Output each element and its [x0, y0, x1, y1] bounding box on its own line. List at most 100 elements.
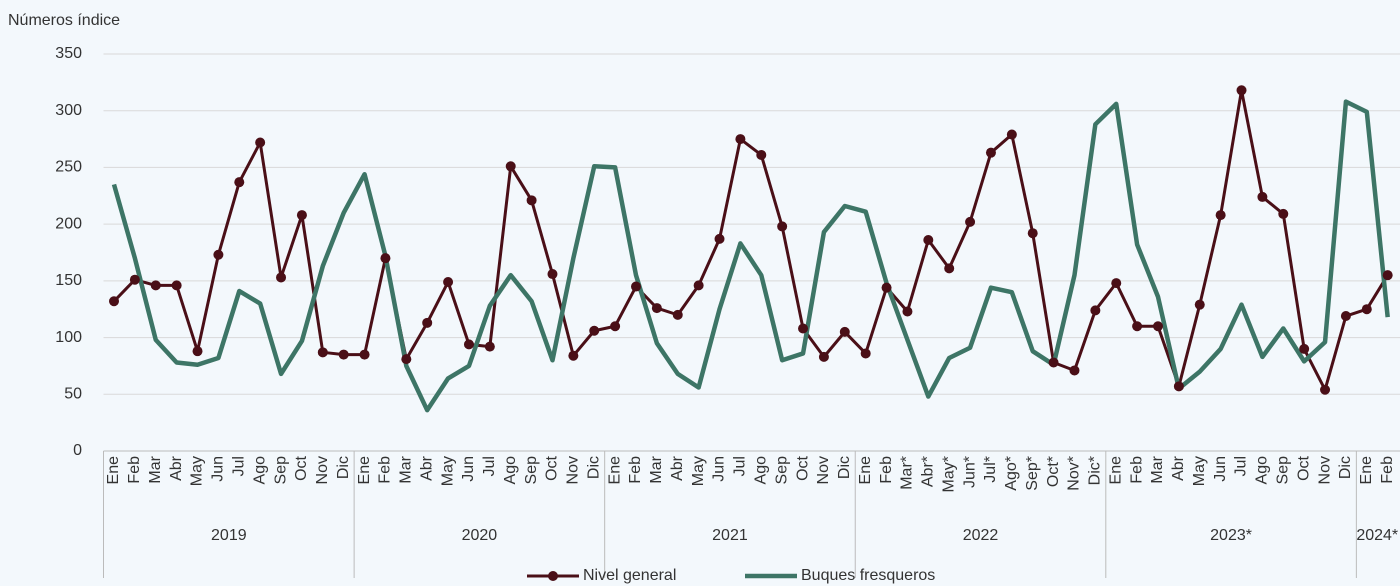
y-tick-label: 350 [55, 45, 82, 62]
data-point [1194, 299, 1205, 310]
x-tick-label: Oct [293, 455, 310, 480]
x-tick-label: Mar [1149, 455, 1166, 483]
x-tick-label: Feb [627, 456, 644, 484]
series-line [112, 88, 1389, 392]
y-tick-label: 50 [64, 386, 82, 403]
data-point [129, 274, 140, 285]
x-tick-label: Ene [105, 456, 122, 485]
group-label: 2021 [712, 527, 748, 544]
x-tick-label: Abr [418, 455, 435, 481]
data-point [1382, 270, 1393, 281]
x-tick-label: Jul [481, 456, 498, 476]
group-label: 2024* [1356, 527, 1398, 544]
y-tick-label: 200 [55, 215, 82, 232]
x-tick-label: Dic [836, 456, 853, 479]
legend-label: Buques fresqueros [801, 567, 935, 584]
x-tick-label: Oct* [1045, 456, 1062, 487]
x-tick-label: Jul* [982, 456, 999, 483]
x-tick-label: Abr [1170, 455, 1187, 481]
series-line [111, 99, 1390, 413]
data-point [1111, 278, 1122, 289]
data-point [651, 303, 662, 314]
data-point [1361, 304, 1372, 315]
data-point [568, 350, 579, 361]
data-point [672, 309, 683, 320]
x-tick-label: Oct [544, 455, 561, 480]
data-point [317, 347, 328, 358]
data-point [276, 272, 287, 283]
data-point [714, 233, 725, 244]
x-tick-label: Nov [565, 456, 582, 484]
x-tick-label: Dic [335, 456, 352, 479]
x-tick-label: Jun* [961, 456, 978, 488]
x-tick-label: Oct [1295, 455, 1312, 480]
data-point [1006, 129, 1017, 140]
x-tick-label: Ene [356, 456, 373, 485]
data-point [944, 263, 955, 274]
x-tick-label: Ene [606, 456, 623, 485]
x-tick-label: Sep [1274, 456, 1291, 485]
data-point [338, 349, 349, 360]
y-tick-label: 300 [55, 102, 82, 119]
x-tick-label: Dic* [1087, 456, 1104, 485]
x-tick-label: Jun [210, 456, 227, 482]
data-point [1027, 228, 1038, 239]
data-point [1257, 191, 1268, 202]
data-point [401, 354, 412, 365]
group-label: 2020 [462, 527, 498, 544]
x-tick-label: Sep [272, 456, 289, 485]
x-tick-label: Ene [1107, 456, 1124, 485]
x-tick-label: Ago [1254, 456, 1271, 485]
y-tick-label: 150 [55, 272, 82, 289]
x-tick-label: Ago [251, 456, 268, 485]
data-point [1153, 321, 1163, 332]
x-tick-label: May [439, 456, 456, 486]
data-point [359, 349, 370, 360]
x-tick-label: Jul [230, 456, 247, 476]
data-point [1236, 85, 1247, 96]
x-tick-label: Oct [794, 455, 811, 480]
x-tick-label: Ene [857, 456, 874, 485]
data-point [1048, 357, 1059, 368]
data-point [631, 281, 641, 292]
data-point [881, 282, 892, 293]
x-tick-label: Abr [669, 455, 686, 481]
x-tick-label: May [690, 456, 707, 486]
data-point [422, 317, 433, 328]
x-tick-label: Nov [815, 456, 832, 484]
data-point [902, 306, 913, 317]
data-point [505, 161, 516, 172]
y-tick-label: 250 [55, 159, 82, 176]
data-point [484, 341, 495, 352]
data-point [818, 351, 829, 362]
x-tick-label: Ene [1358, 456, 1375, 485]
data-point [234, 177, 245, 188]
x-tick-label: Dic [1337, 456, 1354, 479]
data-point [693, 280, 704, 291]
data-point [735, 134, 746, 145]
x-tick-label: Ago* [1003, 456, 1020, 491]
data-point [1069, 365, 1080, 376]
x-tick-label: Feb [1379, 456, 1396, 484]
x-tick-label: Feb [1128, 456, 1145, 484]
data-point [777, 221, 788, 232]
group-label: 2019 [211, 527, 247, 544]
x-tick-label: May [189, 456, 206, 486]
y-axis-title: Números índice [8, 12, 120, 29]
data-point [756, 149, 767, 160]
x-tick-label: Feb [377, 456, 394, 484]
legend-marker [548, 571, 558, 581]
x-tick-label: Feb [126, 456, 143, 484]
data-point [171, 280, 182, 291]
x-tick-label: Mar [648, 455, 665, 483]
x-tick-label: Mar [398, 455, 415, 483]
data-point [463, 339, 474, 350]
x-tick-label: Jun [460, 456, 477, 482]
data-point [443, 276, 454, 287]
x-tick-label: Nov* [1066, 456, 1083, 491]
data-point [985, 147, 996, 158]
x-tick-label: Ago [752, 456, 769, 485]
data-point [296, 210, 307, 221]
legend-label: Nivel general [583, 567, 676, 584]
